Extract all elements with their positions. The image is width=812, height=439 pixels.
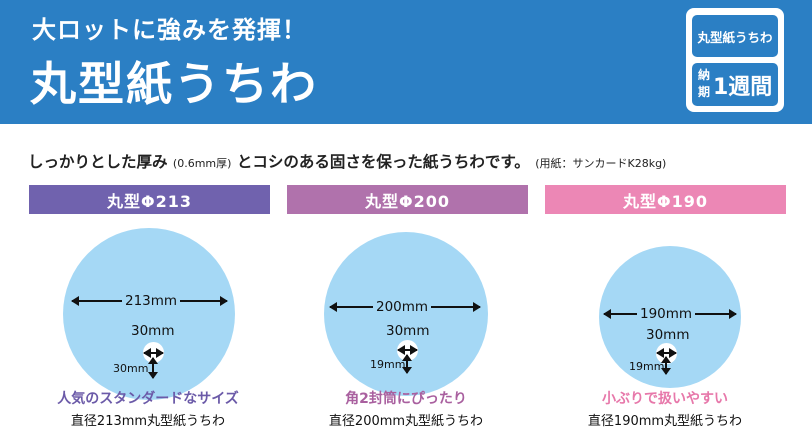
delivery-badge: 丸型紙うちわ 納期 1週間 [686, 8, 784, 112]
hole-width-arrow-200 [397, 345, 418, 355]
hole-height-arrow-190 [661, 356, 671, 375]
badge-delivery-label: 納期 [697, 68, 710, 99]
hole-height-label-200: 19mm [370, 358, 406, 371]
subcaption-190: 直径190mm丸型紙うちわ [587, 414, 743, 429]
hole-width-arrow-213 [143, 348, 164, 358]
caption-200: 角2封筒にぴったり [345, 391, 467, 407]
tagline: 大ロットに強みを発揮！ [32, 16, 307, 44]
caption-190: 小ぶりで扱いやすい [602, 391, 728, 407]
hole-width-label-213: 30mm [131, 323, 175, 339]
product-description: しっかりとした厚み (0.6mm厚) とコシのある固さを保った紙うちわです。 (… [28, 150, 666, 172]
width-label-200: 200mm [373, 299, 432, 315]
size-header-213: 丸型Φ213 [29, 185, 270, 214]
hole-height-arrow-213 [148, 357, 158, 379]
size-header-200: 丸型Φ200 [287, 185, 528, 214]
subcaption-200: 直径200mm丸型紙うちわ [328, 414, 484, 429]
description-part1: しっかりとした厚み [28, 153, 168, 171]
badge-product-name: 丸型紙うちわ [692, 15, 778, 57]
header-banner: 大ロットに強みを発揮！ 丸型紙うちわ 丸型紙うちわ 納期 1週間 [0, 0, 812, 124]
size-header-190: 丸型Φ190 [545, 185, 786, 214]
hole-height-arrow-200 [402, 354, 412, 374]
width-label-213: 213mm [122, 293, 181, 309]
page-title: 丸型紙うちわ [30, 57, 318, 111]
hole-height-label-213: 30mm [113, 362, 149, 375]
caption-213: 人気のスタンダードなサイズ [57, 391, 239, 407]
subcaption-213: 直径213mm丸型紙うちわ [70, 414, 226, 429]
hole-width-label-200: 30mm [386, 323, 430, 339]
badge-delivery-value: 1週間 [713, 75, 773, 100]
description-part2: とコシのある固さを保った紙うちわです。 [236, 153, 530, 171]
description-thickness: (0.6mm厚) [172, 157, 232, 170]
hole-height-label-190: 19mm [629, 360, 665, 373]
hole-width-label-190: 30mm [646, 327, 690, 343]
fan-circle-213 [63, 228, 235, 400]
description-material: (用紙：サンカードK28kg) [535, 157, 667, 170]
hole-width-arrow-190 [656, 348, 677, 358]
badge-delivery: 納期 1週間 [692, 63, 778, 106]
width-label-190: 190mm [637, 306, 696, 322]
